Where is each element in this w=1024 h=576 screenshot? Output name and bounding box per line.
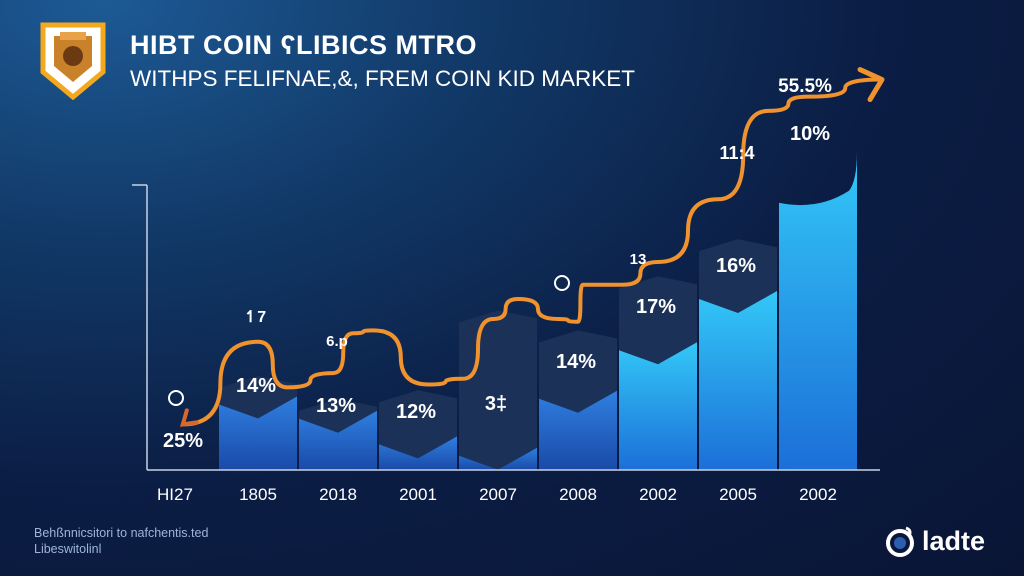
brand-logo: ladte [884,524,985,558]
bar [219,396,297,470]
bar [779,150,857,471]
bar-value-label: 3‡ [485,393,507,415]
trend-arrow-tail [180,408,199,427]
trend-annotation: ↿7 [244,309,266,326]
bar-value-label: 10% [790,123,830,145]
bar-value-label: 16% [716,255,756,277]
bar-value-label: 13% [316,395,356,417]
bar-dark-segment [459,310,537,470]
x-tick-label: 2007 [479,485,517,504]
bar [699,291,777,470]
trend-arrowhead [857,67,885,103]
x-tick-label: 2018 [319,485,357,504]
x-tick-label: 2002 [799,485,837,504]
bar-value-label: 17% [636,296,676,318]
trend-annotation: 6.p [326,333,348,350]
x-tick-label: 2001 [399,485,437,504]
bar [379,436,457,470]
bar [619,342,697,470]
trend-annotation: 11:4 [719,143,754,163]
bar-value-label: 12% [396,401,436,423]
bar-value-label: 25% [163,430,203,452]
x-tick-label: 2008 [559,485,597,504]
footnote: Behßnnicsitori to nafchentis.ted Libeswi… [34,526,209,556]
marker-icon [168,390,184,406]
chart-subtitle: WITHPS FELIFNAE,&, FREM COIN KID MARKET [130,66,636,91]
bar [539,390,617,470]
bar [299,410,377,470]
bar [459,447,537,470]
x-tick-label: 2002 [639,485,677,504]
marker-icon [554,275,570,291]
trend-annotation: 13 [630,251,647,268]
x-tick-label: 1805 [239,485,277,504]
trend-annotation: 55.5% [778,76,832,97]
trend-line [180,77,884,427]
brand-name: ladte [922,525,986,556]
bar-value-label: 14% [556,351,596,373]
chart-title: HIBT COIN ʕLIBICS MTRO [130,30,477,60]
brand-icon [886,526,914,557]
bar-value-label: 14% [236,375,276,397]
shield-logo [40,22,106,101]
x-tick-label: HI27 [157,485,193,504]
x-tick-label: 2005 [719,485,757,504]
